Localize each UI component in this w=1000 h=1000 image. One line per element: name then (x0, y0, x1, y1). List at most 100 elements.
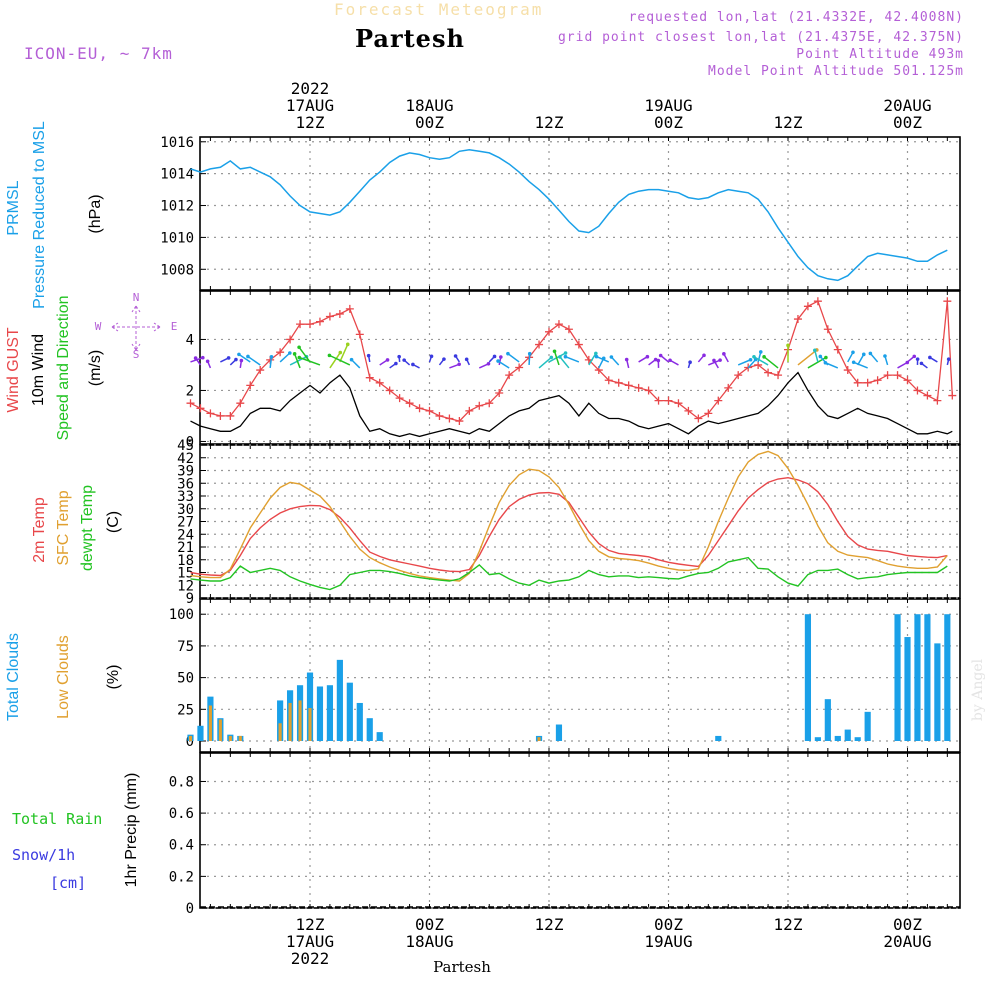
wind-direction-arrow (329, 354, 351, 366)
wind-direction-arrow (329, 352, 341, 369)
total-cloud-bar (306, 672, 314, 741)
wind-arrow-head (496, 359, 500, 363)
y-tick-label: 9 (186, 591, 194, 607)
low-cloud-bar (208, 705, 212, 741)
y-tick-label: 12 (177, 578, 194, 594)
wind-arrow-head (397, 354, 401, 359)
wind-arrow-head (645, 354, 650, 359)
gust-marker (734, 371, 743, 380)
gust-marker (883, 371, 892, 380)
wind-arrow-head (402, 358, 406, 362)
wind-direction-arrow (596, 355, 610, 363)
time-label-bottom: 12Z (296, 915, 325, 934)
wind-arrow-head (861, 352, 866, 357)
wind-arrow-head (752, 354, 756, 359)
wind-arrow-head (658, 353, 663, 358)
wind-direction-arrow (559, 356, 570, 369)
wind-arrow-head (327, 353, 332, 358)
sfc-temp-line (190, 450, 948, 582)
wind-direction-arrow (538, 356, 552, 369)
gust-marker (375, 378, 384, 387)
wind-arrow-head (818, 354, 823, 359)
label-prmsl: PRMSL (5, 180, 22, 235)
y-tick-label: 2 (186, 383, 194, 399)
y-tick-label: 45 (177, 438, 194, 454)
wind-direction-arrow (708, 359, 721, 366)
wind-direction-arrow (565, 356, 580, 363)
time-label-bottom: 12Z (774, 915, 803, 934)
model-point-altitude: Model Point Altitude 501.125m (708, 64, 964, 79)
gust-marker (948, 391, 957, 400)
total-cloud-bar (326, 685, 334, 741)
y-tick-label: 42 (177, 451, 194, 467)
wind-direction-arrow (763, 356, 779, 369)
gust-marker (853, 378, 862, 387)
compass-rose (111, 305, 161, 351)
wind-arrow-head (429, 354, 434, 359)
label-total-rain: Total Rain (12, 810, 102, 828)
label-hpa: (hPa) (87, 194, 104, 233)
time-label-top: 18AUG (405, 96, 453, 115)
wind-arrow-head (552, 349, 557, 354)
panel-frame-5 (199, 752, 961, 909)
gust-marker (276, 348, 285, 357)
gust-marker (445, 414, 454, 423)
gust-marker (335, 309, 344, 318)
gust-marker (624, 381, 633, 390)
gust-marker (545, 327, 553, 336)
label-2m-temp: 2m Temp (31, 497, 48, 563)
gust-marker (813, 297, 822, 306)
wind-arrow-head (237, 352, 241, 357)
y-tick-label: 0.8 (169, 774, 194, 790)
gust-marker (724, 383, 733, 392)
total-cloud-bar (336, 659, 343, 741)
gust-marker (903, 376, 912, 385)
wind-arrow-head (453, 354, 458, 358)
label-snow-1h: Snow/1h (12, 846, 75, 864)
low-cloud-bar (188, 735, 193, 741)
wind-arrow-head (527, 351, 532, 356)
gust-marker (385, 386, 394, 395)
y-tick-label: 4 (186, 332, 194, 348)
wind-arrow-head (851, 350, 855, 355)
wind-arrow-head (558, 355, 562, 359)
compass-e: E (171, 320, 178, 333)
gust-marker (495, 389, 504, 397)
label-low-clouds: Low Clouds (55, 635, 72, 719)
gust-marker (664, 396, 673, 405)
chart-subtitle: Forecast Meteogram (334, 0, 544, 19)
wind-arrow-head (762, 355, 766, 359)
gust-marker (774, 371, 783, 380)
wind-arrow-head (411, 362, 415, 367)
gust-marker (395, 394, 404, 403)
gust-marker (325, 312, 334, 321)
wind-direction-arrow (247, 355, 261, 366)
time-label-top: 12Z (296, 113, 325, 132)
wind-arrow-head (786, 343, 790, 348)
watermark: by Angel (970, 658, 986, 721)
gust-marker (933, 396, 942, 405)
y-tick-label: 36 (177, 476, 194, 492)
y-tick-label: 21 (177, 540, 194, 556)
time-label-top: 2022 (291, 79, 330, 98)
gust-marker (863, 378, 872, 387)
gust-marker (714, 396, 723, 405)
wind-arrow-head (205, 359, 210, 364)
gust-marker (554, 320, 563, 329)
model-label: ICON-EU, ~ 7km (24, 44, 173, 63)
gust-marker (435, 411, 444, 420)
gust-marker (246, 381, 255, 390)
low-cloud-bar (537, 737, 541, 741)
wind-arrow-head (824, 355, 828, 360)
gust-marker (754, 360, 763, 369)
panel-frame-4 (199, 598, 961, 753)
time-label-bottom: 00Z (415, 915, 444, 934)
y-tick-label: 0 (186, 901, 194, 917)
total-cloud-bar (555, 724, 563, 741)
wind-arrow-head (919, 361, 924, 366)
wind-direction-arrow (869, 352, 879, 363)
y-tick-label: 1014 (160, 167, 194, 183)
total-cloud-bar (356, 702, 363, 741)
wind-arrow-head (718, 358, 722, 362)
gust-marker (535, 340, 544, 349)
